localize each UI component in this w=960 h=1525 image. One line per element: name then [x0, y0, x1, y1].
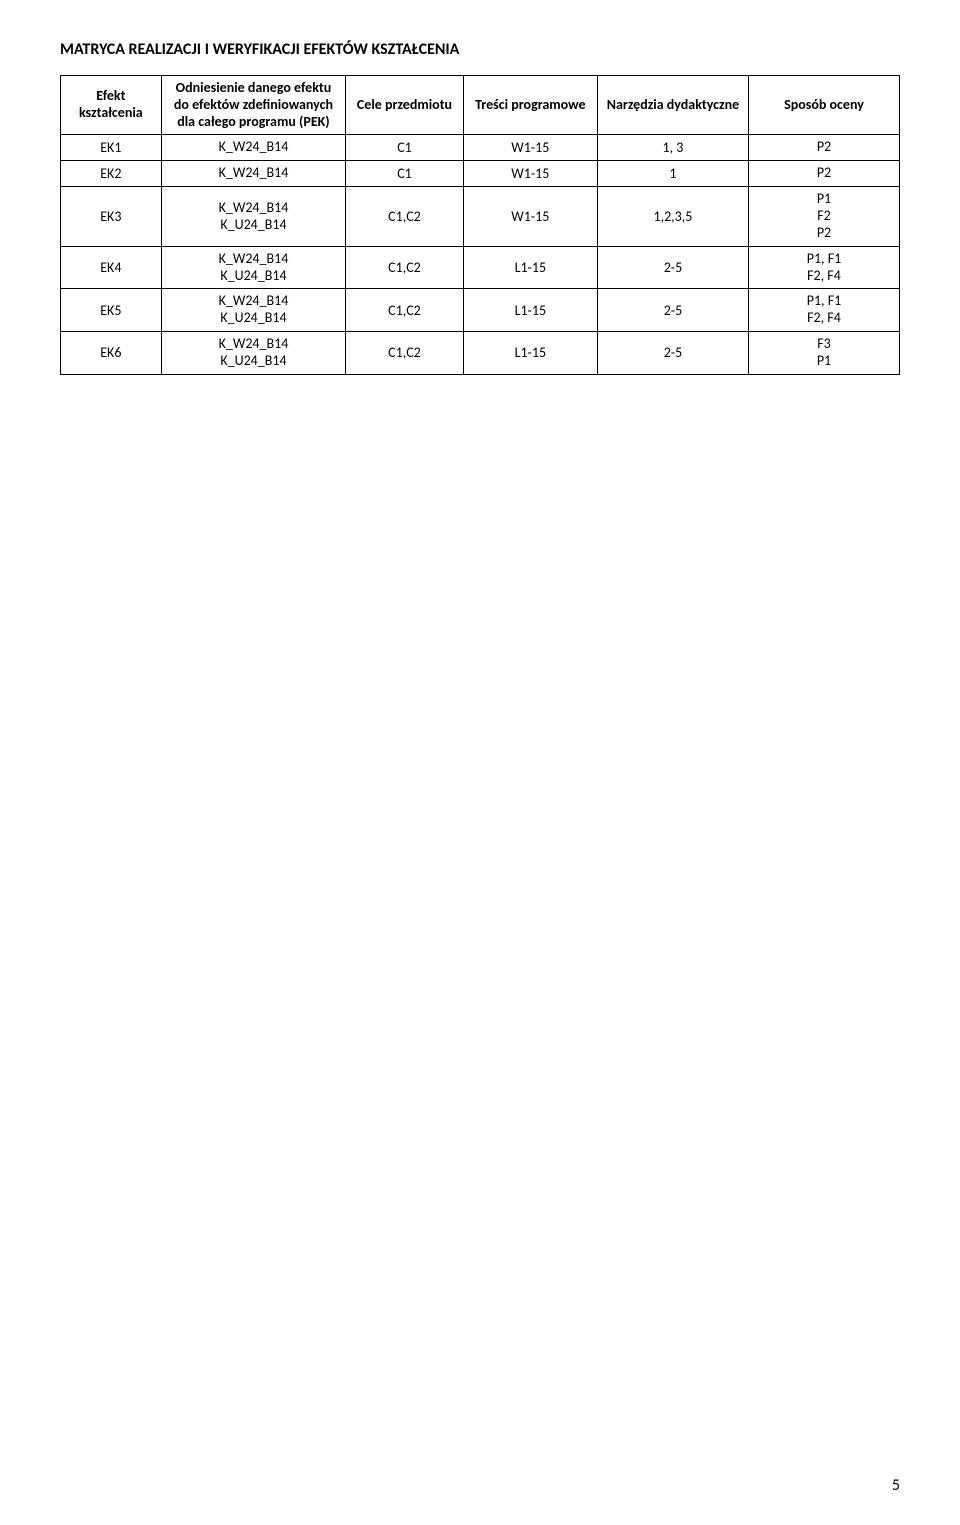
cell-efekt: EK4	[61, 246, 162, 289]
cell-cele: C1,C2	[346, 289, 463, 332]
cell-sposob: P2	[748, 161, 899, 187]
cell-cele: C1,C2	[346, 246, 463, 289]
table-row: EK1 K_W24_B14 C1 W1-15 1, 3 P2	[61, 135, 900, 161]
cell-cele: C1,C2	[346, 331, 463, 374]
cell-odniesienie: K_W24_B14 K_U24_B14	[161, 187, 346, 246]
section-heading: MATRYCA REALIZACJI I WERYFIKACJI EFEKTÓW…	[60, 40, 900, 59]
header-sposob: Sposób oceny	[748, 76, 899, 135]
matrix-table: Efekt kształcenia Odniesienie danego efe…	[60, 75, 900, 375]
cell-cele: C1	[346, 135, 463, 161]
cell-odniesienie: K_W24_B14 K_U24_B14	[161, 331, 346, 374]
cell-tresci: L1-15	[463, 331, 597, 374]
cell-cele: C1	[346, 161, 463, 187]
cell-narzedzia: 1	[597, 161, 748, 187]
cell-tresci: L1-15	[463, 246, 597, 289]
cell-sposob: P1 F2 P2	[748, 187, 899, 246]
table-row: EK5 K_W24_B14 K_U24_B14 C1,C2 L1-15 2-5 …	[61, 289, 900, 332]
cell-narzedzia: 2-5	[597, 289, 748, 332]
cell-odniesienie: K_W24_B14 K_U24_B14	[161, 289, 346, 332]
cell-sposob: P2	[748, 135, 899, 161]
cell-efekt: EK2	[61, 161, 162, 187]
cell-tresci: W1-15	[463, 135, 597, 161]
header-narzedzia: Narzędzia dydaktyczne	[597, 76, 748, 135]
table-row: EK2 K_W24_B14 C1 W1-15 1 P2	[61, 161, 900, 187]
table-row: EK6 K_W24_B14 K_U24_B14 C1,C2 L1-15 2-5 …	[61, 331, 900, 374]
cell-odniesienie: K_W24_B14 K_U24_B14	[161, 246, 346, 289]
cell-tresci: W1-15	[463, 187, 597, 246]
cell-tresci: L1-15	[463, 289, 597, 332]
cell-sposob: F3 P1	[748, 331, 899, 374]
header-odniesienie: Odniesienie danego efektu do efektów zde…	[161, 76, 346, 135]
cell-efekt: EK3	[61, 187, 162, 246]
cell-efekt: EK5	[61, 289, 162, 332]
cell-sposob: P1, F1 F2, F4	[748, 289, 899, 332]
cell-tresci: W1-15	[463, 161, 597, 187]
table-row: EK4 K_W24_B14 K_U24_B14 C1,C2 L1-15 2-5 …	[61, 246, 900, 289]
cell-odniesienie: K_W24_B14	[161, 135, 346, 161]
cell-cele: C1,C2	[346, 187, 463, 246]
cell-narzedzia: 1, 3	[597, 135, 748, 161]
cell-narzedzia: 1,2,3,5	[597, 187, 748, 246]
header-cele: Cele przedmiotu	[346, 76, 463, 135]
header-tresci: Treści programowe	[463, 76, 597, 135]
cell-narzedzia: 2-5	[597, 246, 748, 289]
cell-efekt: EK6	[61, 331, 162, 374]
cell-odniesienie: K_W24_B14	[161, 161, 346, 187]
cell-narzedzia: 2-5	[597, 331, 748, 374]
page-number: 5	[892, 1476, 900, 1495]
cell-sposob: P1, F1 F2, F4	[748, 246, 899, 289]
table-header-row: Efekt kształcenia Odniesienie danego efe…	[61, 76, 900, 135]
cell-efekt: EK1	[61, 135, 162, 161]
header-efekt: Efekt kształcenia	[61, 76, 162, 135]
table-row: EK3 K_W24_B14 K_U24_B14 C1,C2 W1-15 1,2,…	[61, 187, 900, 246]
